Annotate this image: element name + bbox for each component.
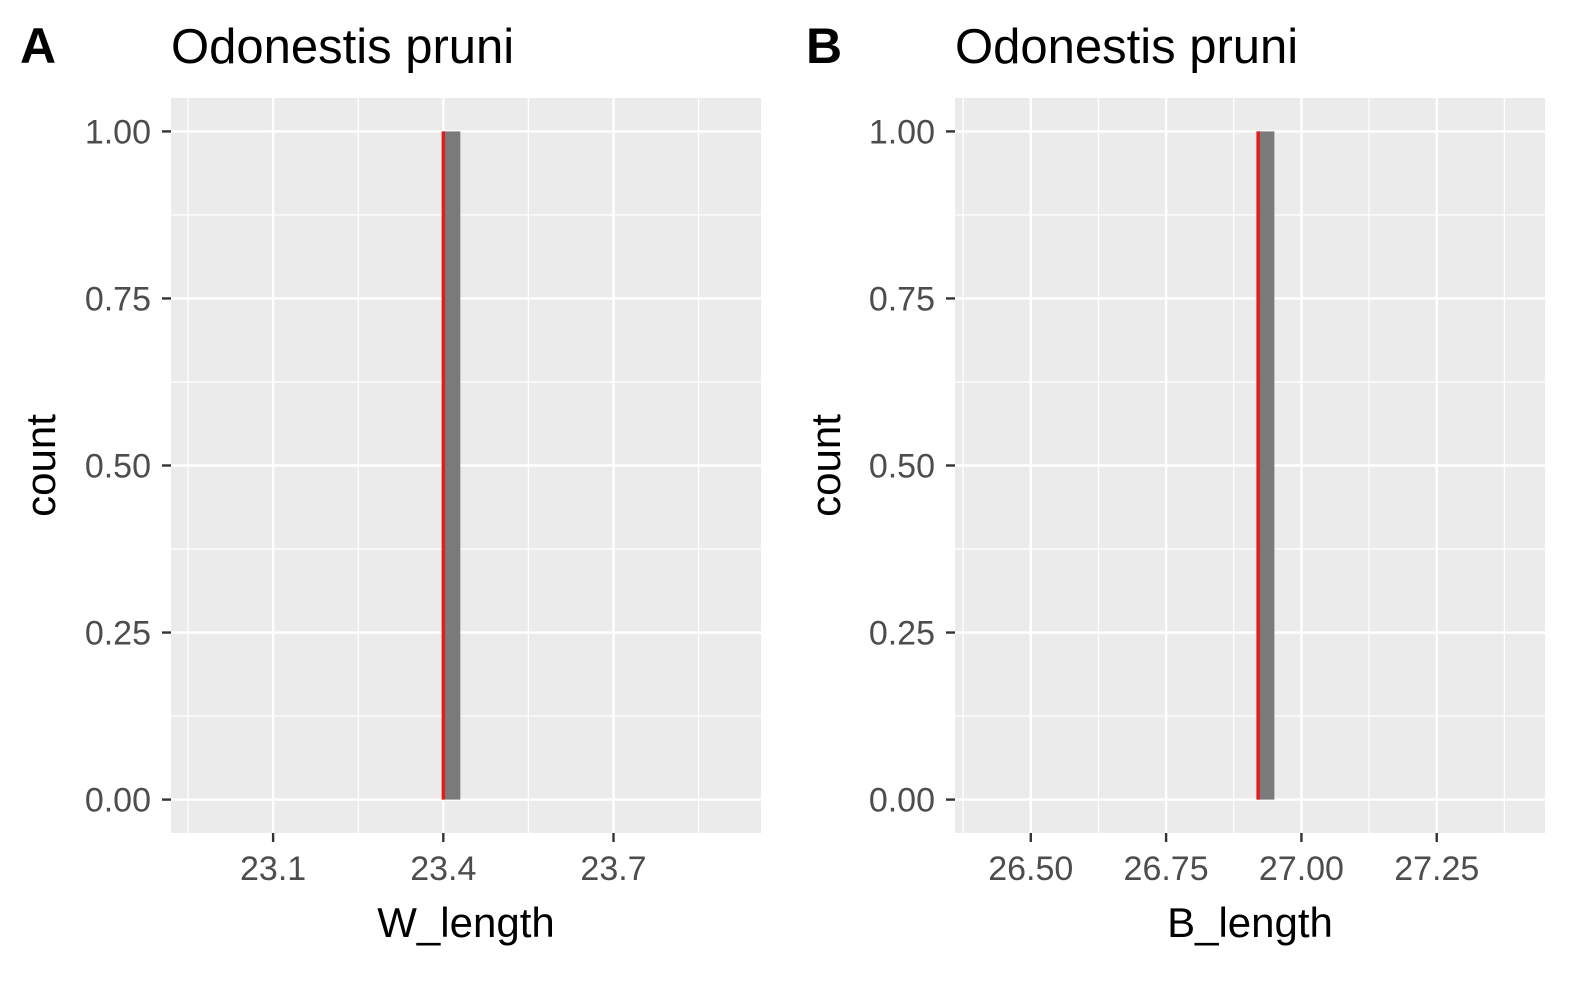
y-tick-label: 0.00 — [869, 782, 935, 820]
x-tick-label: 27.00 — [1259, 850, 1344, 888]
x-tick-label: 26.75 — [1124, 850, 1209, 888]
chart-title: Odonestis pruni — [955, 20, 1298, 74]
chart-panel-b: 0.00 0.25 0.50 0.75 1.00 26.50 26.75 27.00 27.25… — [802, 18, 1545, 946]
x-axis-label: B_length — [1167, 899, 1333, 946]
y-tick-label: 0.50 — [869, 448, 935, 486]
y-tick-label: 1.00 — [869, 113, 935, 151]
histogram-bar — [443, 131, 461, 800]
panel-tag: B — [806, 18, 842, 74]
y-tick-label: 0.25 — [869, 615, 935, 653]
histogram-bar — [1258, 131, 1275, 800]
chart-panel-a: 0.00 0.25 0.50 0.75 1.00 23.1 23.4 23.7 W_length… — [17, 18, 761, 946]
x-axis-label: W_length — [377, 899, 554, 946]
x-tick-label: 23.4 — [410, 850, 476, 888]
x-tick-label: 26.50 — [988, 850, 1073, 888]
y-tick-label: 0.50 — [85, 448, 151, 486]
y-tick-label: 0.75 — [85, 280, 151, 318]
y-axis-label: count — [802, 414, 849, 517]
y-tick-label: 0.25 — [85, 615, 151, 653]
y-tick-label: 1.00 — [85, 113, 151, 151]
y-tick-label: 0.00 — [85, 782, 151, 820]
panel-tag: A — [20, 18, 56, 74]
chart-title: Odonestis pruni — [171, 20, 514, 74]
x-tick-label: 23.1 — [240, 850, 306, 888]
y-axis-label: count — [17, 414, 64, 517]
x-tick-label: 23.7 — [580, 850, 646, 888]
x-tick-label: 27.25 — [1394, 850, 1479, 888]
y-tick-label: 0.75 — [869, 280, 935, 318]
